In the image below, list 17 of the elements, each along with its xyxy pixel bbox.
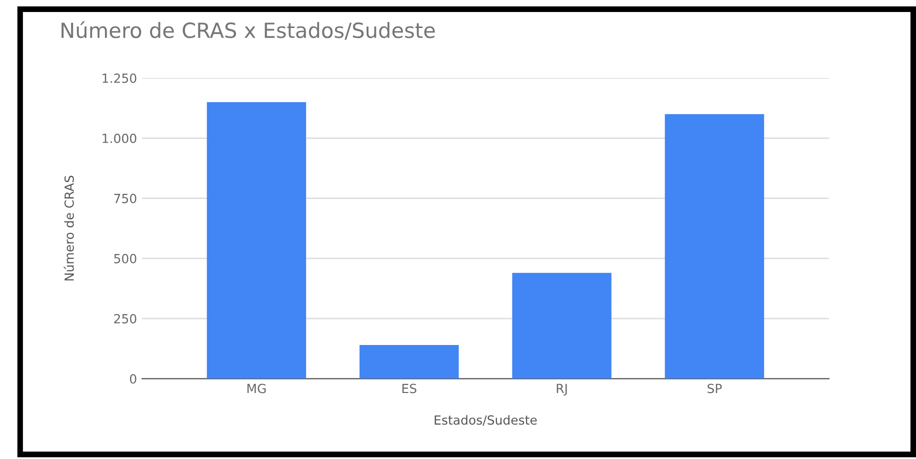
y-tick-label: 250 bbox=[114, 314, 136, 324]
y-axis-title: Número de CRAS bbox=[64, 176, 74, 280]
y-tick-label: 1.250 bbox=[102, 74, 136, 83]
chart-title: Número de CRAS x Estados/Sudeste bbox=[62, 21, 435, 40]
x-axis-title: Estados/Sudeste bbox=[434, 415, 537, 426]
bar bbox=[664, 114, 764, 379]
y-tick-label: 750 bbox=[114, 194, 136, 204]
x-tick-label: MG bbox=[247, 384, 266, 394]
y-tick-label: 1.000 bbox=[102, 134, 136, 144]
y-tick-label: 500 bbox=[114, 254, 136, 264]
x-tick-label: RJ bbox=[556, 384, 567, 396]
x-tick-label: SP bbox=[708, 384, 722, 394]
bar bbox=[512, 272, 612, 379]
bar bbox=[360, 345, 459, 379]
bar bbox=[206, 102, 306, 379]
y-tick-label: 0 bbox=[130, 374, 136, 384]
x-tick-label: ES bbox=[402, 384, 416, 394]
